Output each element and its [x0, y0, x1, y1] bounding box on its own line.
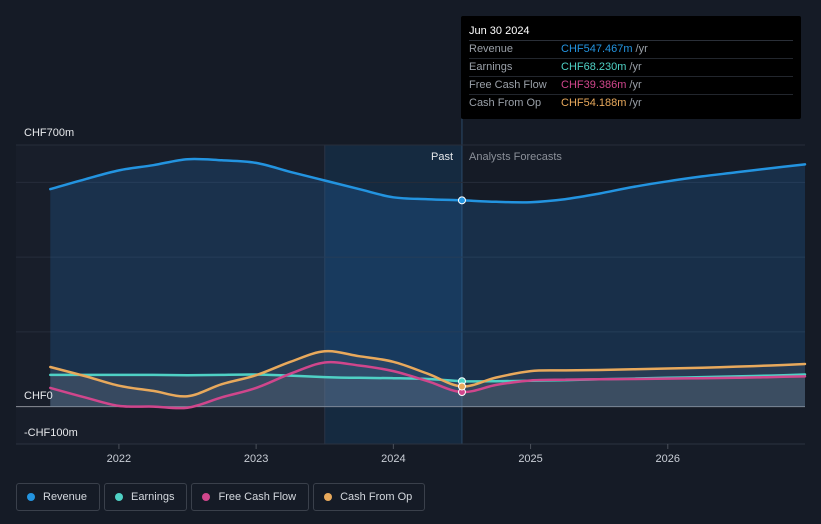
y-label-zero: CHF0 — [24, 390, 53, 402]
y-label-top: CHF700m — [24, 127, 74, 139]
past-label: Past — [431, 151, 453, 163]
tooltip-row-label: Cash From Op — [469, 97, 542, 109]
tooltip-row: Revenue CHF547.467m/yr — [469, 41, 793, 59]
legend-dot-icon — [202, 493, 211, 501]
tooltip-row: Free Cash Flow CHF39.386m/yr — [469, 77, 793, 95]
revenue-line — [49, 157, 807, 204]
tooltip-row-value: CHF39.386m — [561, 79, 627, 91]
tooltip-row: Earnings CHF68.230m/yr — [469, 59, 793, 77]
tooltip-row-label: Revenue — [469, 43, 514, 55]
tooltip-row-value: CHF68.230m — [561, 61, 627, 73]
cash-from-op-line — [49, 349, 807, 398]
tooltip-row-label: Earnings — [469, 61, 513, 73]
cash-from-op-marker — [457, 382, 466, 391]
x-tick-label: 2026 — [656, 453, 680, 465]
legend-dot-icon — [115, 493, 124, 501]
legend-item-cash-from-op[interactable]: Cash From Op — [313, 483, 426, 511]
legend-item-earnings[interactable]: Earnings — [104, 483, 188, 511]
legend-label: Revenue — [43, 491, 88, 503]
y-label-bottom: -CHF100m — [24, 427, 78, 439]
free-cash-flow-line — [49, 360, 807, 410]
tooltip-row-unit: /yr — [635, 43, 648, 55]
legend-item-revenue[interactable]: Revenue — [16, 483, 101, 511]
revenue-area — [50, 158, 806, 407]
legend-label: Cash From Op — [340, 491, 413, 503]
legend-label: Earnings — [131, 491, 175, 503]
legend-dot-icon — [27, 493, 35, 501]
tooltip-row: Cash From Op CHF54.188m/yr — [469, 95, 793, 112]
free-cash-flow-area — [50, 362, 806, 409]
tooltip-date: Jun 30 2024 — [469, 22, 793, 41]
legend-label: Free Cash Flow — [218, 491, 297, 503]
x-tick-label: 2025 — [518, 453, 542, 465]
tooltip-row-unit: /yr — [629, 79, 642, 91]
highlight-region — [324, 145, 462, 444]
data-tooltip: Jun 30 2024 Revenue CHF547.467m/yr Earning… — [461, 16, 801, 119]
tooltip-row-unit: /yr — [629, 97, 642, 109]
x-tick-label: 2024 — [381, 453, 405, 465]
legend-dot-icon — [324, 493, 333, 501]
revenue-marker — [457, 196, 466, 205]
tooltip-row-label: Free Cash Flow — [469, 79, 547, 91]
tooltip-row-value: CHF54.188m — [561, 97, 627, 109]
x-tick-label: 2022 — [107, 453, 131, 465]
forecast-label: Analysts Forecasts — [469, 151, 562, 163]
tooltip-row-value: CHF547.467m — [561, 43, 633, 55]
chart-legend: Revenue Earnings Free Cash Flow Cash From O… — [16, 483, 426, 511]
legend-item-free-cash-flow[interactable]: Free Cash Flow — [191, 483, 310, 511]
tooltip-row-unit: /yr — [629, 61, 642, 73]
x-tick-label: 2023 — [244, 453, 268, 465]
earnings-area — [50, 374, 806, 407]
